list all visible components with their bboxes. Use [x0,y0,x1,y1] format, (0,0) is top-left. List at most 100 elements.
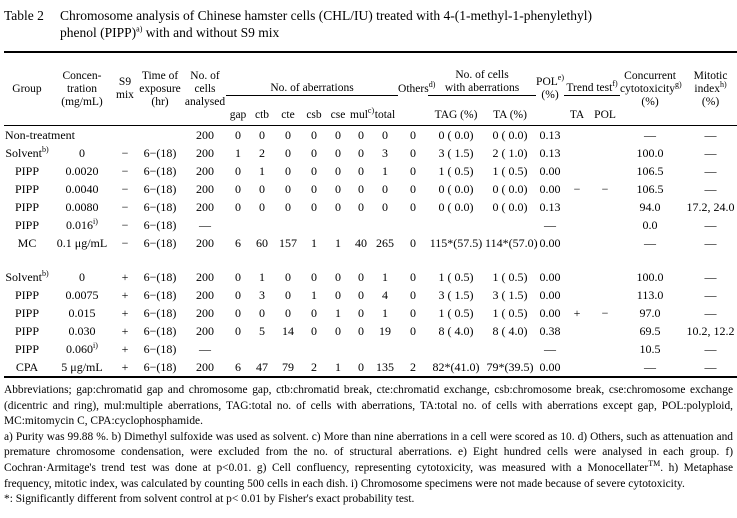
table-cell: 6−(18) [143,342,177,356]
col-header-mul: mulc) [350,95,374,126]
col-header-cte: cte [274,95,302,126]
table-cell: 0.13 [539,128,561,142]
table-cell: 0.00 [539,164,561,178]
table-cell: 0 [311,146,317,160]
table-cell: + [121,360,129,374]
table-cell: 0 [285,288,291,302]
table-cell [114,126,136,145]
table-cell [226,216,250,234]
table-cell: 100.0 [636,146,664,160]
table-cell: 0 [259,128,265,142]
col-header-aberrations-group: No. of aberrations [226,52,399,96]
table-cell: 200 [196,200,214,214]
table-cell: 0.0075 [65,288,99,302]
table-cell: 0 [311,200,317,214]
col-header-total: total [372,95,399,126]
table-cell: 3 ( 1.5) [438,288,474,302]
table-cell [350,340,372,358]
table-cell: 0 [235,270,241,284]
table-row: PIPP 0.016i) −6−(18) — — 0.0 — [4,216,737,234]
col-header-pol: POLe) (%) [536,52,565,126]
table-cell: 10.2, 12.2 [686,324,735,338]
table-cell [484,216,536,234]
table-cell [564,162,590,180]
table-row: Non-treatment 200 0 0 0 0 0 0 0 0 0 ( 0.0) 0 ( 0.0)… [4,126,737,145]
footnote-significance: *: Significantly different from solvent … [4,493,415,506]
table-cell: 0 [410,182,417,196]
table-header: Group Concen-tration (mg/mL) S9 mix Time o… [4,52,737,126]
table-cell: 200 [196,236,214,250]
table-cell: 0 [285,200,291,214]
table-cell: 19 [379,324,391,338]
table-cell: 200 [196,360,214,374]
table-cell: 40 [355,236,367,250]
table-cell: 0 [335,270,341,284]
table-cell: 0 [311,270,317,284]
table-cell [590,268,620,286]
table-cell: 10.5 [639,342,661,356]
table-cell: + [121,270,129,284]
table-cell: 200 [196,270,214,284]
table-cell: − [121,164,129,178]
table-cell: 0 [235,182,241,196]
table-cell [302,216,326,234]
table-number: Table 2 [4,8,44,23]
table-cell: 0 ( 0.0) [438,200,474,214]
table-cell [326,216,350,234]
table-cell: 1 ( 0.5) [492,306,528,320]
table-cell [564,286,590,304]
table-cell: 0 [285,306,291,320]
table-cell: 1 [382,164,388,178]
table-cell [372,340,398,358]
table-cell [398,340,428,358]
table-cell: 2 ( 1.0) [492,146,528,160]
table-cell [428,340,484,358]
table-cell [590,322,620,340]
table-caption: Table 2 Chromosome analysis of Chinese h… [4,7,733,41]
table-cell: 0.0 [642,218,658,232]
table-cell: 1 ( 0.5) [438,270,474,284]
table-cell: 106.5 [636,182,664,196]
table-cell: 6−(18) [143,200,177,214]
table-cell: 0 [285,182,291,196]
table-cell: 6−(18) [143,164,177,178]
table-cell [590,340,620,358]
chromosome-analysis-table: Group Concen-tration (mg/mL) S9 mix Time o… [4,51,737,378]
table-cell: 0.016i) [66,217,98,233]
table-cell: 0 [235,288,241,302]
table-cell: 2 [410,360,417,374]
table-cell: 0 [335,182,341,196]
table-cell: PIPP [14,218,40,232]
table-row: PIPP 0.0080 −6−(18) 200 0 0 0 0 0 0 0 0 0 ( 0.0) 0 ( … [4,198,737,216]
table-row: Solventb) 0 +6−(18) 200 0 1 0 0 0 0 1 0 1 ( 0.5) 1 ( … [4,268,737,286]
table-cell: 0 [311,164,317,178]
section-spacer-row [4,252,737,268]
table-cell: 1 [311,288,317,302]
table-cell: + [121,324,129,338]
table-cell: 79 [282,360,294,374]
col-header-csb: csb [302,95,326,126]
table-cell: 1 ( 0.5) [492,164,528,178]
table-cell: 0.00 [539,306,561,320]
table-cell: 113.0 [636,288,664,302]
table-cell: 200 [196,288,214,302]
table-cell: 0 [311,324,317,338]
table-cell: — [199,342,211,356]
table-cell [564,198,590,216]
table-cell: 3 ( 1.5) [492,288,528,302]
table-cell: 0.060i) [66,341,98,357]
table-cell: + [121,288,129,302]
table-cell: 106.5 [636,164,664,178]
table-cell: 0 ( 0.0) [492,182,528,196]
table-cell: − [121,182,129,196]
table-cell [136,126,184,145]
table-cell: 0 [235,128,241,142]
table-cell: 0.0080 [65,200,99,214]
table-cell: Solventb) [5,145,49,161]
table-cell: 0 [410,306,417,320]
table-cell [250,340,274,358]
table-cell: 0 [358,182,364,196]
table-cell: − [601,306,609,320]
table-cell: 1 [382,306,388,320]
table-cell: PIPP [14,324,40,338]
